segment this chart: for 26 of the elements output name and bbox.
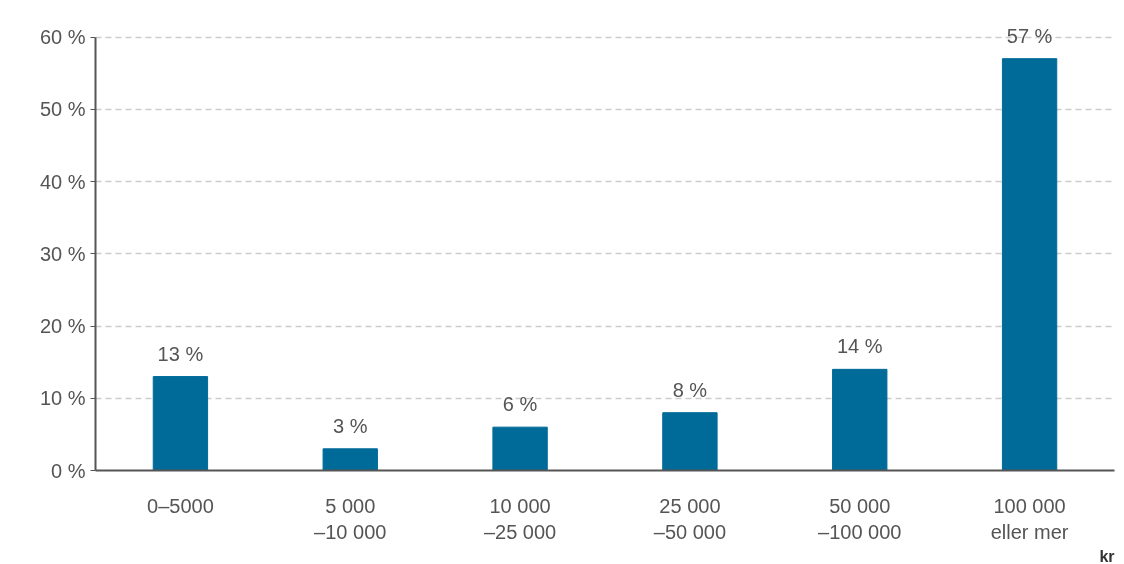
data-label: 8 % bbox=[672, 378, 708, 401]
y-tick-label: 10 % bbox=[39, 387, 86, 410]
y-tick-label: 50 % bbox=[39, 98, 86, 121]
data-label: 3 % bbox=[333, 414, 368, 437]
data-label: 14 % bbox=[836, 335, 883, 358]
bar bbox=[492, 426, 548, 471]
bar bbox=[322, 448, 378, 471]
bar bbox=[152, 376, 209, 471]
x-axis-title: kr bbox=[1099, 547, 1115, 564]
x-tick-label: 50 000 –100 000 bbox=[818, 494, 902, 543]
data-label: 6 % bbox=[502, 393, 538, 416]
y-tick-label: 0 % bbox=[51, 459, 86, 482]
y-tick-label: 20 % bbox=[39, 315, 86, 337]
y-tick-label: 40 % bbox=[39, 170, 86, 193]
bar bbox=[832, 368, 888, 471]
data-label: 13 % bbox=[157, 342, 204, 365]
x-tick-label: 25 000 –50 000 bbox=[653, 494, 727, 543]
y-tick-label: 60 % bbox=[39, 26, 86, 49]
bar bbox=[1001, 58, 1058, 471]
x-tick-label: 0–5000 bbox=[147, 494, 214, 517]
x-tick-label: 100 000 eller mer bbox=[990, 494, 1069, 543]
data-label: 57 % bbox=[1006, 24, 1053, 47]
x-tick-label: 5 000 –10 000 bbox=[314, 494, 387, 543]
x-tick-label: 10 000 –25 000 bbox=[483, 494, 557, 543]
bar bbox=[662, 412, 718, 471]
y-tick-label: 30 % bbox=[39, 242, 86, 265]
